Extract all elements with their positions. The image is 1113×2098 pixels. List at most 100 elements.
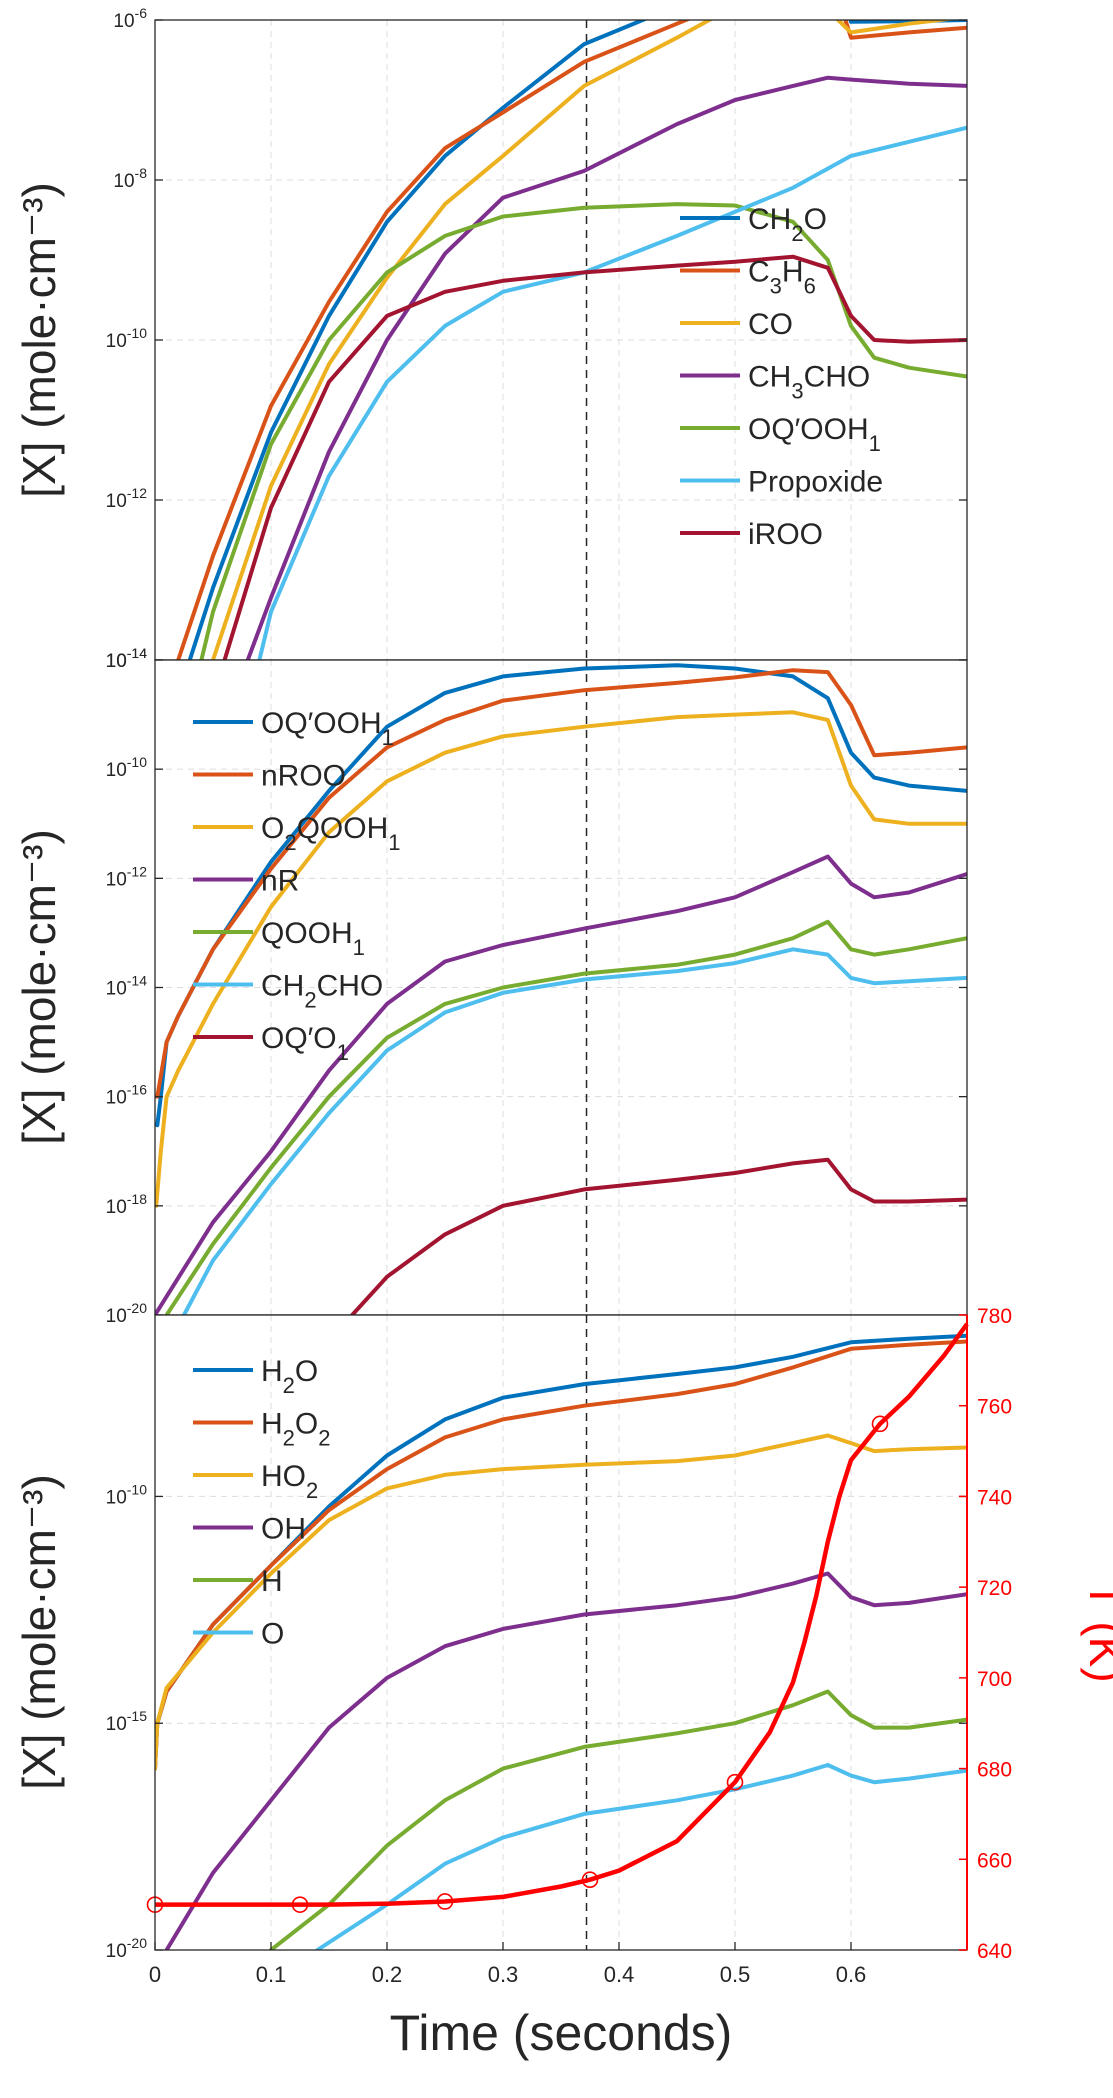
right-tick-label: 660 xyxy=(977,1849,1012,1872)
legend-label: O xyxy=(261,1618,284,1651)
x-tick-label: 0.2 xyxy=(372,1962,403,1987)
legend-label: O2QOOH1 xyxy=(261,812,401,855)
y-tick-label: 10-10 xyxy=(106,325,148,352)
legend-label: OQ′O1 xyxy=(261,1022,349,1065)
legend-item: CO xyxy=(680,308,793,341)
panel-3-series xyxy=(155,1333,967,1950)
panel-1-yticks: 10-14 10-12 10-10 10-8 10-6 xyxy=(106,5,967,672)
x-axis-label: Time (seconds) xyxy=(390,2005,733,2061)
legend-item: Propoxide xyxy=(680,466,883,499)
y-tick-label: 10-20 xyxy=(106,1300,148,1327)
panel-3: 10-20 10-15 10-10 640 660 680 700 720 740 760 780… xyxy=(13,1305,1113,2061)
right-tick-label: 700 xyxy=(977,1668,1012,1691)
series-line xyxy=(182,947,967,1315)
series-line xyxy=(155,1433,967,1771)
series-line xyxy=(211,20,957,660)
right-axis-label: T (K) xyxy=(1080,1581,1113,1682)
temperature-marker xyxy=(291,1896,309,1913)
x-tick-label: 0.4 xyxy=(604,1962,635,1987)
panel-2-series xyxy=(155,663,967,1315)
legend-item: C3H6 xyxy=(680,256,816,299)
legend-item: nROO xyxy=(193,760,346,793)
legend-label: H2O xyxy=(261,1355,318,1398)
y-tick-label: 10-18 xyxy=(106,1191,148,1218)
y-tick-label: 10-6 xyxy=(113,5,147,32)
panel-2-ylabel: [X] (mole·cm⁻³) xyxy=(13,829,65,1145)
y-tick-label: 10-16 xyxy=(106,1082,148,1109)
series-line xyxy=(222,254,967,660)
x-tick-label: 0.1 xyxy=(256,1962,287,1987)
series-line xyxy=(155,710,967,1208)
temperature-marker xyxy=(581,1871,599,1888)
temperature-marker xyxy=(436,1893,454,1910)
panel-3-plot-area xyxy=(155,1315,967,1950)
legend-label: OQ′OOH1 xyxy=(261,707,394,750)
temperature-series xyxy=(146,1322,969,1913)
right-tick-label: 680 xyxy=(977,1759,1012,1782)
panel-1-ylabel: [X] (mole·cm⁻³) xyxy=(13,182,65,498)
temperature-marker xyxy=(871,1415,889,1433)
y-tick-label: 10-14 xyxy=(106,973,148,1000)
legend-item: OH xyxy=(193,1513,306,1546)
legend-item: OQ′OOH1 xyxy=(680,413,881,456)
legend-label: CH2O xyxy=(748,203,827,246)
x-tick-label: 0.3 xyxy=(488,1962,519,1987)
legend-label: H xyxy=(261,1565,283,1598)
legend-label: nR xyxy=(261,865,299,898)
y-tick-label: 10-14 xyxy=(106,645,148,672)
legend-item: CH2O xyxy=(680,203,827,246)
legend-label: QOOH1 xyxy=(261,917,365,960)
panel-2-grid xyxy=(155,660,967,1315)
x-axis-ticks: 0 0.1 0.2 0.3 0.4 0.5 0.6 xyxy=(149,1942,866,1987)
legend-item: CH2CHO xyxy=(193,970,383,1013)
legend-item: H2O2 xyxy=(193,1408,331,1451)
panel-3-ylabel: [X] (mole·cm⁻³) xyxy=(13,1474,65,1790)
right-axis-ticks: 640 660 680 700 720 740 760 780 xyxy=(959,1305,1012,1963)
right-tick-label: 640 xyxy=(977,1940,1012,1963)
y-tick-label: 10-15 xyxy=(106,1708,148,1735)
series-line xyxy=(187,20,967,660)
panel-1-legend: CH2O C3H6 CO CH3CHO OQ′OOH1 Propoxide iROO xyxy=(680,203,883,551)
panel-3-legend: H2O H2O2 HO2 OH HO xyxy=(193,1355,331,1651)
legend-item: OQ′O1 xyxy=(193,1022,349,1065)
series-line xyxy=(245,75,967,660)
legend-item: H xyxy=(193,1565,283,1598)
legend-item: O2QOOH1 xyxy=(193,812,401,855)
x-tick-label: 0.5 xyxy=(720,1962,751,1987)
legend-item: HO2 xyxy=(193,1460,318,1503)
x-tick-label: 0 xyxy=(149,1962,161,1987)
series-line xyxy=(176,20,967,660)
legend-item: O xyxy=(193,1618,284,1651)
legend-item: QOOH1 xyxy=(193,917,365,960)
series-line xyxy=(269,1689,967,1950)
y-tick-label: 10-20 xyxy=(106,1935,148,1962)
legend-label: H2O2 xyxy=(261,1408,331,1451)
legend-label: HO2 xyxy=(261,1460,318,1503)
legend-label: CH2CHO xyxy=(261,970,383,1013)
y-tick-label: 10-12 xyxy=(106,863,148,890)
legend-label: Propoxide xyxy=(748,466,883,499)
panel-2-legend: OQ′OOH1 nROO O2QOOH1 nR QOOH1 CH2CHO OQ′O1 xyxy=(193,707,401,1065)
y-tick-label: 10-14 xyxy=(106,645,148,672)
right-tick-label: 740 xyxy=(977,1486,1012,1509)
panel-1-series xyxy=(176,20,967,660)
series-line xyxy=(199,202,967,660)
legend-item: OQ′OOH1 xyxy=(193,707,394,750)
y-tick-label: 10-12 xyxy=(106,485,148,512)
series-line xyxy=(155,668,967,1099)
right-tick-label: 760 xyxy=(977,1396,1012,1419)
legend-item: CH3CHO xyxy=(680,361,870,404)
legend-label: CO xyxy=(748,308,793,341)
legend-item: iROO xyxy=(680,518,823,551)
y-tick-label: 10-10 xyxy=(106,1481,148,1508)
legend-label: C3H6 xyxy=(748,256,816,299)
legend-label: OH xyxy=(261,1513,306,1546)
legend-label: iROO xyxy=(748,518,823,551)
temperature-line xyxy=(155,1322,969,1907)
panel-2-yticks: 10-20 10-18 10-16 10-14 10-12 10-10 10-14 xyxy=(106,645,967,1327)
panel-1: 10-14 10-12 10-10 10-8 10-6 CH2O C3H6 CO CH3CHO… xyxy=(13,5,968,672)
right-tick-label: 780 xyxy=(977,1305,1012,1328)
series-line xyxy=(350,1157,967,1315)
y-tick-label: 10-8 xyxy=(113,165,147,192)
